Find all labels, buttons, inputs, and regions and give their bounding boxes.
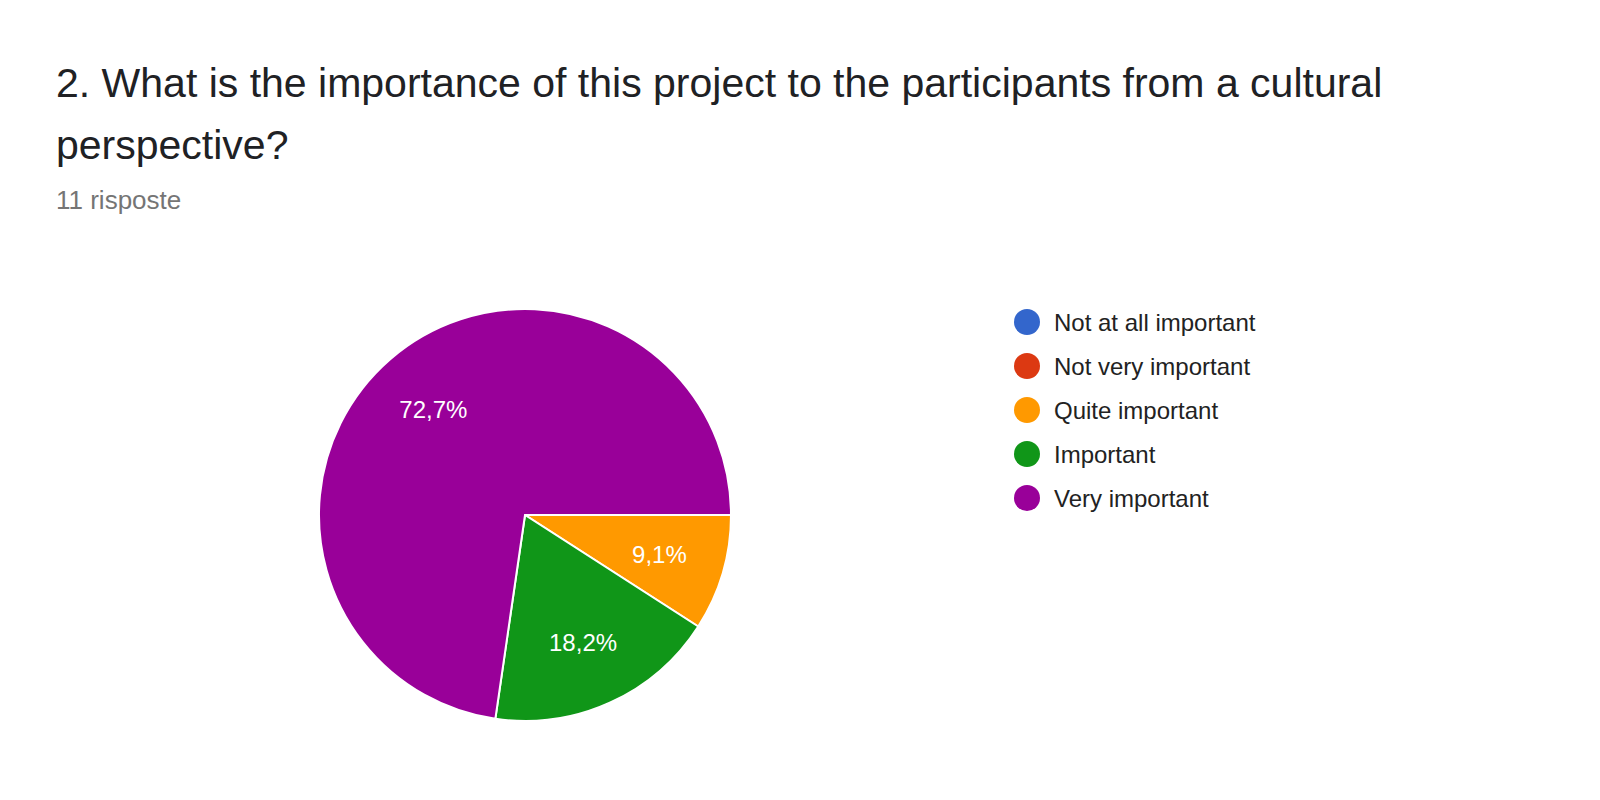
svg-text:9,1%: 9,1% (632, 541, 687, 568)
html-text:11 risposte: 11 risposte (56, 185, 182, 215)
svg-text:Very important: Very important (1054, 485, 1209, 512)
svg-text:Not very important: Not very important (1054, 353, 1250, 380)
svg-text:72,7%: 72,7% (399, 396, 467, 423)
svg-text:Important: Important (1054, 441, 1156, 468)
svg-text:Not at all important: Not at all important (1054, 309, 1256, 336)
svg-text:18,2%: 18,2% (549, 629, 617, 656)
svg-text:Quite important: Quite important (1054, 397, 1218, 424)
html-text:2. What is the importance of t: 2. What is the importance of this projec… (56, 60, 1383, 168)
